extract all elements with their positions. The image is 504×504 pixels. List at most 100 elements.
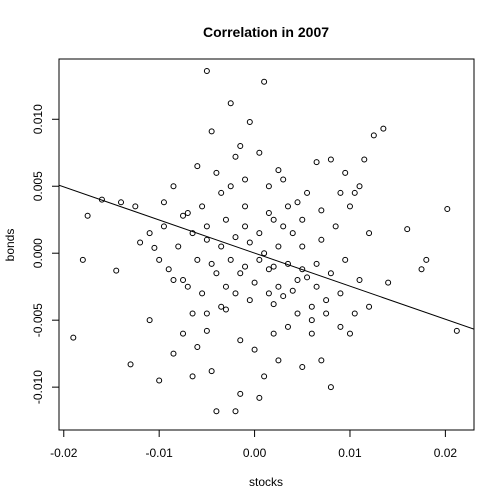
- data-point: [170, 276, 177, 283]
- data-point: [165, 266, 172, 273]
- data-point: [160, 223, 167, 230]
- data-point: [327, 156, 334, 163]
- data-point: [237, 270, 244, 277]
- data-point: [304, 189, 311, 196]
- data-point: [366, 230, 373, 237]
- data-point: [246, 239, 253, 246]
- x-tick-label: -0.02: [50, 446, 78, 460]
- data-point: [423, 256, 430, 263]
- data-point: [175, 243, 182, 250]
- data-point: [294, 276, 301, 283]
- x-tick-label: 0.00: [243, 446, 267, 460]
- plot-frame: [58, 58, 475, 431]
- x-axis-label: stocks: [249, 475, 283, 489]
- data-point: [265, 290, 272, 297]
- data-point: [237, 337, 244, 344]
- data-point: [180, 212, 187, 219]
- data-point: [261, 250, 268, 257]
- data-point: [275, 243, 282, 250]
- data-point: [308, 330, 315, 337]
- data-point: [337, 323, 344, 330]
- data-point: [242, 263, 249, 270]
- data-point: [199, 203, 206, 210]
- data-point: [418, 266, 425, 273]
- data-point: [318, 357, 325, 364]
- data-point: [327, 384, 334, 391]
- data-point: [280, 223, 287, 230]
- data-point: [242, 203, 249, 210]
- data-point: [237, 390, 244, 397]
- data-point: [208, 128, 215, 135]
- data-point: [299, 364, 306, 371]
- y-axis-label: bonds: [3, 229, 17, 262]
- data-point: [308, 303, 315, 310]
- data-point: [227, 183, 234, 190]
- data-point: [246, 297, 253, 304]
- data-point: [208, 260, 215, 267]
- data-point: [203, 236, 210, 243]
- data-point: [213, 270, 220, 277]
- data-point: [361, 156, 368, 163]
- data-point: [342, 256, 349, 263]
- data-point: [346, 203, 353, 210]
- data-point: [270, 330, 277, 337]
- data-point: [189, 373, 196, 380]
- data-point: [170, 183, 177, 190]
- data-point: [180, 330, 187, 337]
- data-point: [251, 346, 258, 353]
- data-point: [284, 323, 291, 330]
- y-tick-label: 0.010: [31, 104, 45, 134]
- data-point: [299, 243, 306, 250]
- regression-line: [59, 184, 474, 330]
- data-point: [280, 176, 287, 183]
- data-point: [160, 199, 167, 206]
- data-point: [251, 279, 258, 286]
- data-point: [208, 368, 215, 375]
- data-point: [132, 203, 139, 210]
- data-point: [194, 163, 201, 170]
- data-point: [265, 266, 272, 273]
- data-point: [275, 167, 282, 174]
- data-point: [218, 189, 225, 196]
- data-point: [189, 230, 196, 237]
- data-point: [351, 189, 358, 196]
- data-point: [242, 176, 249, 183]
- data-point: [246, 118, 253, 125]
- data-point: [84, 212, 91, 219]
- x-axis: -0.02 -0.01 0.00 0.01 0.02: [50, 430, 457, 460]
- y-axis: -0.010 -0.005 0.000 0.005 0.010: [31, 104, 59, 404]
- data-point: [213, 169, 220, 176]
- data-point: [232, 234, 239, 241]
- data-point: [222, 216, 229, 223]
- data-point: [332, 223, 339, 230]
- data-point: [218, 303, 225, 310]
- data-point: [232, 290, 239, 297]
- data-point: [356, 276, 363, 283]
- data-point: [265, 210, 272, 217]
- data-point: [275, 357, 282, 364]
- data-point: [261, 373, 268, 380]
- data-point: [227, 100, 234, 107]
- data-point: [337, 189, 344, 196]
- data-point: [232, 408, 239, 415]
- y-tick-label: -0.005: [31, 303, 45, 337]
- x-tick-label: -0.01: [145, 446, 173, 460]
- y-tick-label: 0.005: [31, 171, 45, 201]
- data-point: [137, 239, 144, 246]
- data-point: [280, 293, 287, 300]
- data-point: [318, 236, 325, 243]
- data-point: [284, 203, 291, 210]
- data-point: [289, 287, 296, 294]
- data-point: [127, 361, 134, 368]
- x-tick-label: 0.01: [338, 446, 362, 460]
- data-point: [299, 216, 306, 223]
- data-point: [156, 377, 163, 384]
- data-point: [342, 169, 349, 176]
- data-point: [203, 327, 210, 334]
- data-point: [299, 266, 306, 273]
- data-point: [227, 256, 234, 263]
- data-point: [256, 256, 263, 263]
- data-point: [113, 267, 120, 274]
- data-point: [222, 283, 229, 290]
- data-point: [351, 310, 358, 317]
